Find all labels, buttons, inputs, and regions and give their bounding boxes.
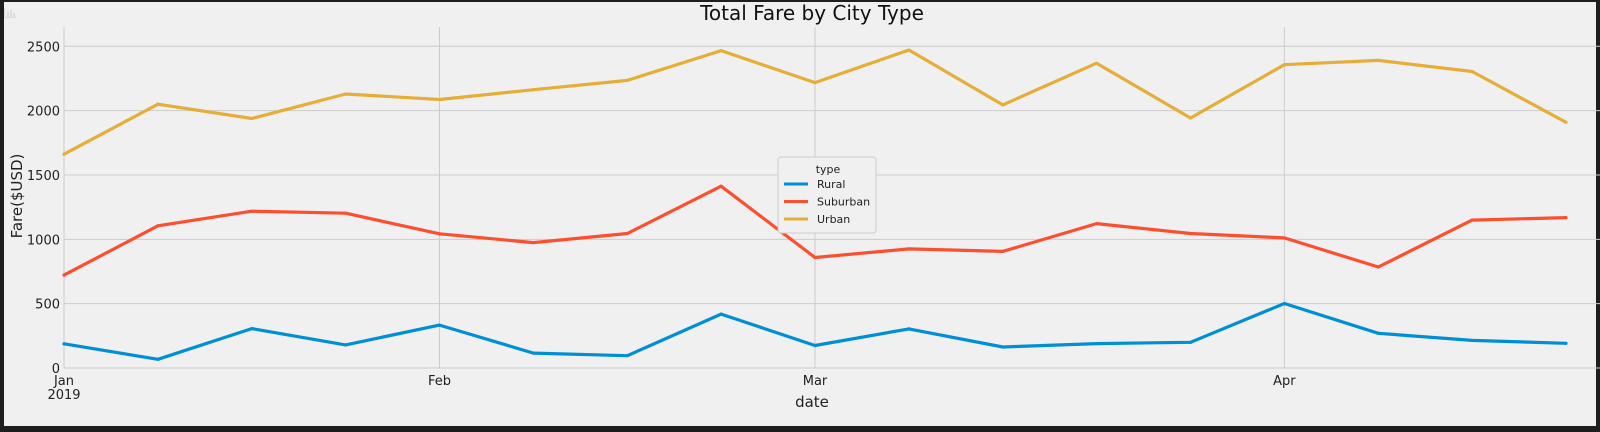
y-tick-label: 1000 — [27, 233, 60, 248]
data-point-suburban — [625, 231, 629, 236]
data-point-rural — [250, 327, 254, 331]
data-point-rural — [719, 312, 723, 316]
bar-chart-icon — [4, 3, 16, 18]
data-point-urban — [1564, 120, 1568, 124]
data-point-suburban — [1282, 236, 1286, 240]
data-point-rural — [156, 357, 160, 361]
data-point-rural — [1282, 301, 1286, 306]
data-point-urban — [531, 88, 535, 92]
x-axis-title: date — [795, 393, 829, 411]
y-tick-label: 500 — [35, 298, 60, 313]
data-point-rural — [62, 342, 66, 346]
data-point-suburban — [437, 232, 442, 236]
chart-title: Total Fare by City Type — [699, 1, 924, 25]
data-point-rural — [1564, 341, 1568, 345]
x-tick-label: Mar — [803, 374, 828, 389]
data-point-suburban — [1001, 249, 1005, 253]
data-point-rural — [813, 343, 817, 348]
data-point-urban — [1376, 58, 1380, 62]
data-point-suburban — [1188, 231, 1193, 236]
grid-lines — [63, 27, 1600, 369]
data-point-suburban — [907, 247, 911, 251]
data-point-suburban — [1376, 265, 1380, 269]
data-point-suburban — [1470, 218, 1474, 222]
legend-label-urban: Urban — [817, 213, 850, 226]
legend-box — [777, 156, 877, 234]
data-point-suburban — [531, 241, 535, 245]
data-point-urban — [907, 48, 911, 52]
data-point-suburban — [1564, 215, 1568, 220]
data-point-rural — [1470, 338, 1474, 343]
legend-label-rural: Rural — [817, 178, 845, 191]
data-point-rural — [1188, 340, 1193, 344]
data-point-urban — [156, 102, 160, 106]
data-point-urban — [344, 92, 348, 96]
data-point-urban — [1282, 63, 1286, 67]
data-point-rural — [437, 323, 442, 327]
data-point-urban — [1188, 116, 1193, 120]
data-point-rural — [907, 327, 911, 331]
y-tick-label: 2000 — [27, 105, 60, 120]
data-point-suburban — [344, 211, 348, 215]
y-tick-label: 2500 — [27, 40, 60, 55]
data-point-urban — [250, 116, 254, 121]
x-tick-sublabel: 2019 — [47, 388, 80, 403]
x-tick-label: Feb — [428, 374, 451, 389]
data-point-urban — [625, 78, 629, 82]
data-point-suburban — [62, 273, 66, 277]
data-point-suburban — [250, 209, 254, 213]
data-point-urban — [62, 152, 66, 156]
data-point-urban — [1470, 69, 1474, 74]
y-tick-label: 1500 — [27, 169, 60, 184]
data-point-rural — [344, 343, 348, 347]
x-tick-label: Apr — [1273, 374, 1296, 389]
data-point-rural — [625, 354, 629, 358]
data-point-rural — [1001, 345, 1005, 349]
legend-label-suburban: Suburban — [817, 196, 870, 209]
data-point-suburban — [719, 184, 723, 188]
data-point-rural — [1095, 341, 1099, 346]
data-point-urban — [1001, 103, 1005, 107]
series-lines — [62, 48, 1568, 361]
data-point-urban — [719, 49, 723, 53]
data-point-rural — [1376, 331, 1380, 335]
data-point-urban — [1095, 61, 1099, 65]
y-tick-label: 0 — [52, 362, 60, 377]
x-tick-label: Jan — [53, 374, 74, 389]
data-point-urban — [437, 97, 442, 102]
data-point-rural — [531, 351, 535, 355]
legend-title: type — [816, 163, 841, 176]
legend: type Rural Suburban Urban — [777, 156, 877, 234]
data-point-suburban — [813, 255, 817, 260]
y-axis-title: Fare($USD) — [8, 154, 26, 239]
data-point-suburban — [156, 224, 160, 228]
data-point-urban — [813, 80, 817, 85]
data-point-suburban — [1095, 221, 1099, 226]
